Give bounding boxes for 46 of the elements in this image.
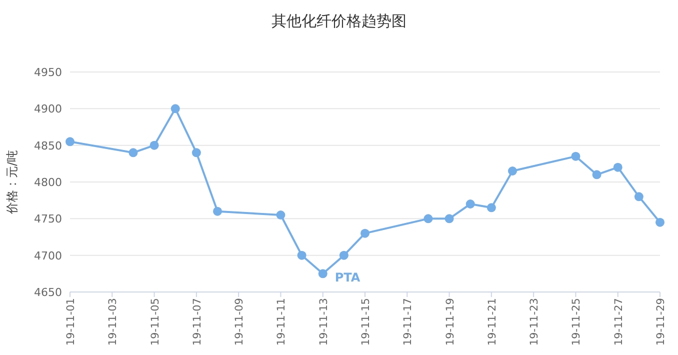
- point: [613, 162, 622, 172]
- x-tick-label: 19-11-27: [612, 298, 625, 346]
- y-tick-label: 4700: [34, 249, 62, 262]
- point: [508, 166, 517, 176]
- point: [486, 203, 496, 212]
- point: [66, 137, 74, 146]
- x-tick-label: 19-11-25: [570, 298, 583, 346]
- point: [444, 214, 454, 224]
- point: [318, 269, 328, 278]
- x-tick-label: 19-11-19: [444, 298, 456, 346]
- y-tick-label: 4950: [34, 66, 62, 79]
- point: [192, 148, 201, 158]
- point: [128, 148, 138, 158]
- point: [466, 200, 475, 208]
- x-tick-label: 19-11-05: [149, 298, 162, 346]
- y-tick-label: 4850: [34, 139, 62, 152]
- point: [571, 152, 580, 161]
- point: [656, 218, 664, 227]
- point: [339, 250, 348, 260]
- y-axis-title: 价格：元/吨: [5, 150, 19, 216]
- point: [592, 170, 602, 180]
- point: [150, 140, 159, 150]
- y-tick-label: 4800: [34, 176, 62, 189]
- x-tick-label: 19-11-23: [528, 298, 541, 346]
- point: [634, 192, 644, 202]
- x-tick-label: 19-11-29: [655, 298, 667, 346]
- y-tick-label: 4900: [34, 102, 62, 116]
- x-tick-label: 19-11-01: [65, 298, 77, 346]
- point: [170, 104, 180, 114]
- x-tick-label: 19-11-07: [191, 298, 204, 346]
- x-tick-label: 19-11-17: [402, 298, 414, 346]
- x-tick-label: 19-11-15: [360, 298, 372, 346]
- x-tick-label: 19-11-13: [318, 298, 330, 346]
- x-tick-label: 19-11-11: [276, 298, 288, 346]
- point: [424, 214, 433, 224]
- x-tick-label: 19-11-21: [486, 298, 498, 346]
- point: [297, 250, 306, 260]
- y-tick-label: 4750: [34, 212, 62, 226]
- chart-title: 其他化纤价格趋势图: [272, 12, 406, 30]
- series-label: PTA: [334, 270, 361, 285]
- x-tick-label: 19-11-03: [107, 298, 120, 346]
- point: [213, 206, 222, 216]
- point: [276, 210, 286, 220]
- y-tick-label: 4650: [34, 286, 62, 299]
- point: [360, 228, 370, 238]
- x-tick-label: 19-11-09: [234, 298, 246, 346]
